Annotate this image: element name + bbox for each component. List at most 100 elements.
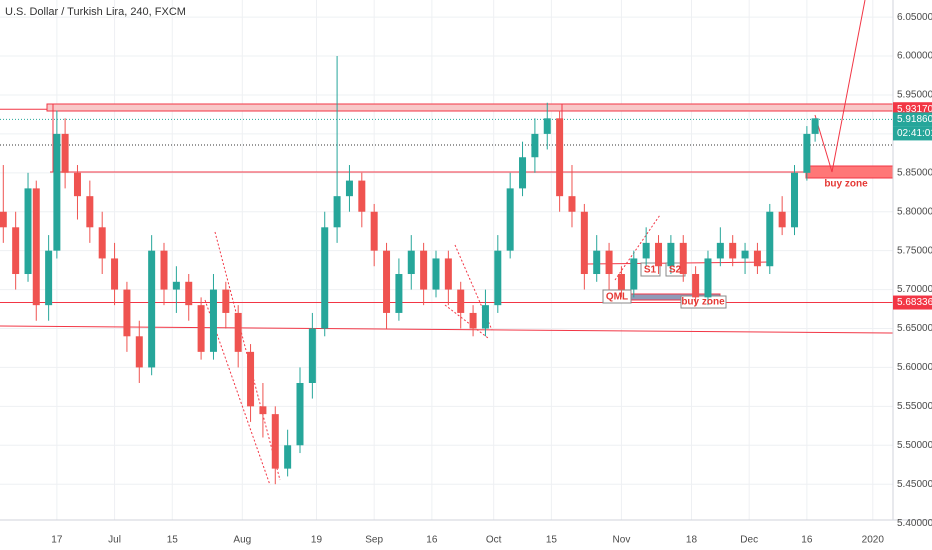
candles [0, 56, 819, 485]
candle-body [531, 133, 539, 158]
y-tick-label: 5.55000 [897, 401, 932, 412]
candle-body [12, 227, 20, 275]
y-tick-label: 5.75000 [897, 245, 932, 256]
candle-body [86, 196, 94, 228]
candle-body [766, 211, 774, 267]
candle-body [284, 445, 292, 469]
candle-body [432, 258, 440, 290]
candle-body [556, 118, 564, 197]
y-tick-label: 5.70000 [897, 284, 932, 295]
candle-body [605, 250, 613, 275]
candle-body [148, 250, 156, 368]
annotation: QML [606, 292, 628, 303]
candle-body [543, 118, 551, 134]
countdown-box [893, 126, 932, 141]
label-box [640, 262, 661, 277]
candle-body [753, 250, 761, 267]
candle-body [345, 180, 353, 197]
price-axis [893, 0, 932, 550]
candle-body [494, 250, 502, 306]
x-tick-label: 16 [426, 535, 438, 546]
price-label: 5.91860 [897, 114, 932, 125]
candle-body [778, 211, 786, 228]
candle-body [222, 289, 230, 313]
candle-body [692, 274, 700, 298]
candle-body [519, 157, 527, 189]
y-tick-label: 5.65000 [897, 323, 932, 334]
candle-body [420, 250, 428, 290]
candle-body [321, 227, 329, 329]
candle-body [234, 312, 242, 352]
candle-body [296, 382, 304, 446]
drawings [0, 0, 894, 486]
candle-body [24, 188, 32, 275]
candle-body [704, 258, 712, 298]
x-tick-label: Oct [486, 535, 502, 546]
candle-body [247, 351, 255, 407]
candle-body [407, 250, 415, 275]
y-tick-label: 5.60000 [897, 362, 932, 373]
candle-body [457, 289, 465, 313]
candle-body [383, 250, 391, 313]
candle-body [593, 250, 601, 275]
candle-body [308, 328, 316, 383]
candle-body [395, 274, 403, 313]
price-label-box [893, 112, 932, 127]
candle-body [444, 258, 452, 290]
label-box [602, 289, 632, 304]
chart-title: U.S. Dollar / Turkish Lira, 240, FXCM [5, 6, 186, 18]
projection [814, 0, 866, 173]
candle-body [630, 258, 638, 290]
x-tick-label: 2020 [862, 535, 885, 546]
candle-body [0, 211, 7, 228]
candle-body [259, 406, 267, 415]
annotation: S1 [644, 265, 657, 276]
candle-body [98, 227, 106, 259]
annotation: buy zone [824, 179, 868, 190]
candle-body [197, 305, 205, 352]
candle-body [160, 250, 168, 290]
candle-body [729, 242, 737, 259]
x-tick-label: 16 [801, 535, 813, 546]
time-axis [0, 520, 893, 550]
channel-line [444, 304, 489, 339]
candle-body [358, 180, 366, 212]
price-label: 5.93170 [897, 104, 932, 115]
x-tick-label: Nov [613, 535, 631, 546]
annotation: S2 [669, 265, 682, 276]
annotation: buy zone [681, 297, 725, 308]
candle-body [568, 196, 576, 212]
candle-body [111, 258, 119, 290]
x-tick-label: 18 [686, 535, 698, 546]
candle-body [617, 274, 625, 290]
candle-body [716, 242, 724, 259]
y-tick-label: 5.95000 [897, 90, 932, 101]
candle-body [333, 196, 341, 228]
y-tick-label: 5.50000 [897, 440, 932, 451]
candle-body [185, 281, 193, 306]
x-tick-label: Dec [740, 535, 758, 546]
x-tick-label: 19 [311, 535, 323, 546]
candle-body [271, 414, 279, 469]
candle-body [61, 133, 69, 173]
y-tick-label: 5.40000 [897, 518, 932, 529]
y-tick-label: 5.80000 [897, 206, 932, 217]
candle-body [655, 242, 663, 267]
candle-body [803, 133, 811, 173]
channel-line [614, 214, 661, 281]
candle-body [135, 336, 143, 368]
candle-body [506, 188, 514, 251]
candle-body [73, 172, 81, 197]
candle-body [469, 312, 477, 329]
x-tick-label: Aug [233, 535, 251, 546]
y-tick-label: 5.45000 [897, 479, 932, 490]
candle-body [791, 172, 799, 228]
resistance-zone [46, 103, 894, 112]
candle-body [811, 118, 819, 134]
y-tick-label: 6.05000 [897, 12, 932, 23]
candle-body [123, 289, 131, 337]
x-tick-label: Jul [108, 535, 121, 546]
x-tick-label: 15 [167, 535, 179, 546]
